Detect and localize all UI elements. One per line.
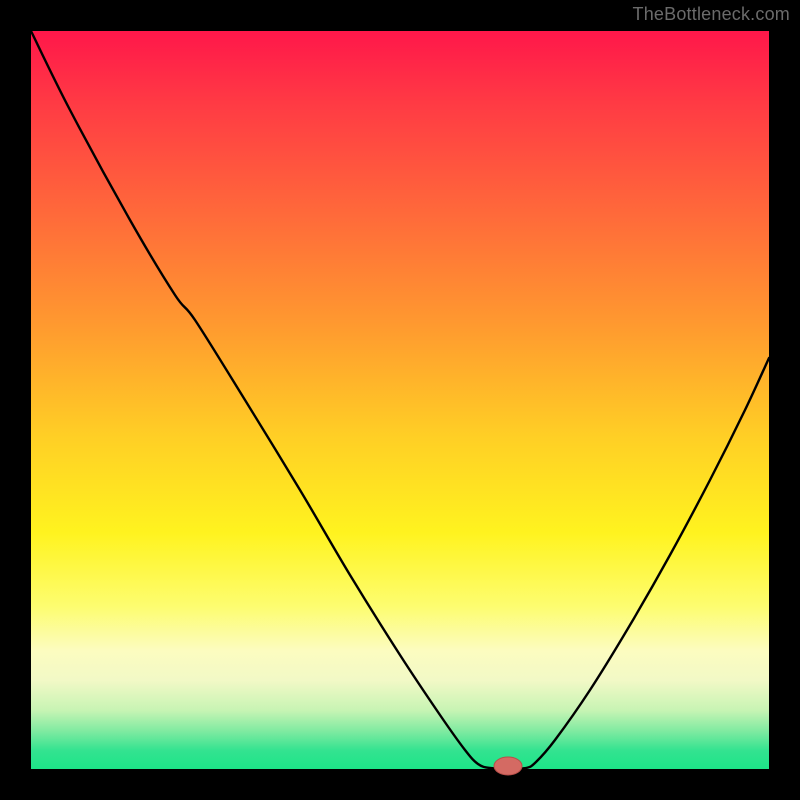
bottleneck-chart-svg (0, 0, 800, 800)
chart-canvas: TheBottleneck.com (0, 0, 800, 800)
sweet-spot-marker (494, 757, 522, 775)
watermark-label: TheBottleneck.com (633, 4, 790, 25)
plot-area (31, 31, 769, 769)
